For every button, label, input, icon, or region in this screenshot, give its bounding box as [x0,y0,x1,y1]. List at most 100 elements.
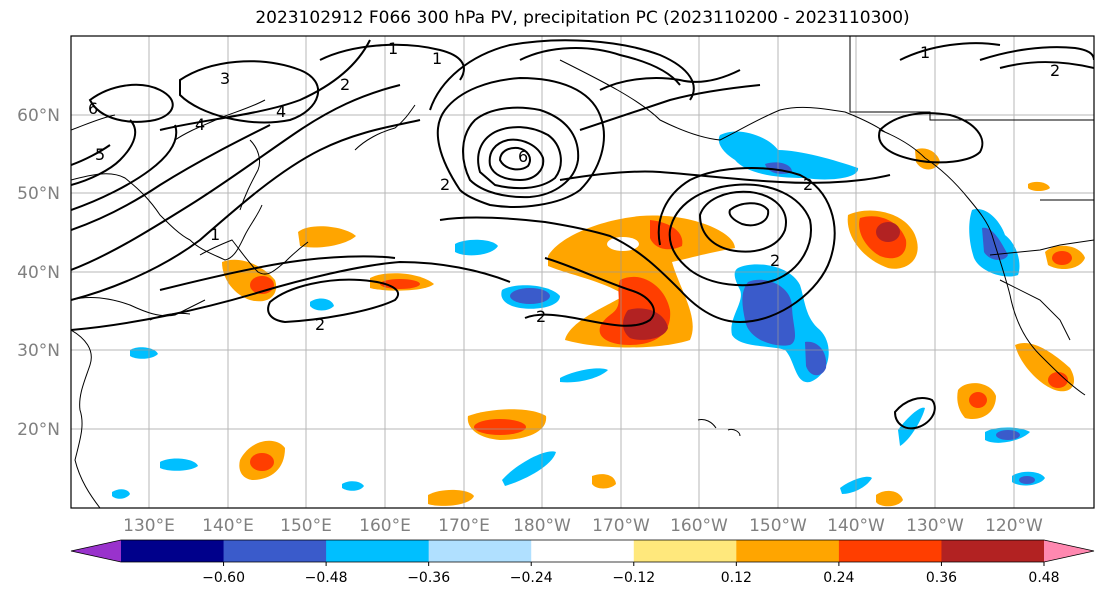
pv-contour-line [71,124,271,231]
precip-negative-area [898,407,925,446]
lat-label: 50°N [17,184,60,204]
pv-contour-line [71,119,137,186]
colorbar-tick-label: −0.48 [305,570,348,586]
pv-contour-line [559,170,891,184]
precip-positive-area [1052,251,1072,265]
pv-contour-line [599,69,741,91]
contour-label: 2 [340,75,350,94]
colorbar-segment [223,540,327,562]
precip-negative-area [502,451,556,486]
pv-contour-line [728,202,770,227]
pv-contour-line [159,39,371,131]
pv-contour-line [71,124,178,211]
pv-contour-line [88,83,174,123]
lon-label: 140°W [827,516,885,536]
colorbar-tick-label: 0.12 [721,570,752,586]
map-frame [70,35,1095,509]
colorbar-segment [326,540,430,562]
colorbar-segment [736,540,840,562]
pv-contour-line [498,146,531,171]
pv-contour-line [893,397,936,430]
precip-positive-area [428,489,474,506]
contour-label: 1 [920,43,930,62]
pv-contour-line [267,278,399,324]
pv-contour-line [477,126,562,190]
contour-labels: 6 5 4 3 2 1 4 2 6 2 2 2 1 2 2 1 1 [88,39,1060,334]
precip-positive-area [876,222,900,242]
lon-label: 170°W [592,516,650,536]
precip-positive-area [1048,372,1068,388]
colorbar-segment [1044,540,1094,562]
precip-negative-area [742,279,796,346]
map-title: 2023102912 F066 300 hPa PV, precipitatio… [255,8,910,28]
precip-negative-area [160,458,198,471]
lon-label: 170°E [438,516,490,536]
contour-label: 2 [770,251,780,270]
precip-positive-area [592,474,616,489]
contour-label: 4 [276,102,286,121]
precip-positive-area [298,226,356,248]
precip-positive-area [474,419,526,435]
pv-contour-line [488,138,545,182]
colorbar-tick-label: 0.36 [926,570,957,586]
pv-contour-line [878,112,984,164]
pv-contour-line [899,42,1001,61]
pv-contour-line [71,260,511,331]
precip-negative-area [996,430,1020,440]
colorbar-tick-label: −0.12 [612,570,655,586]
colorbar-segment [838,540,942,562]
colorbar-segment [531,540,635,562]
contour-label: 4 [195,115,205,134]
pv-contour-line [979,46,1094,61]
lat-label: 30°N [17,341,60,361]
pv-contour-line [698,190,787,253]
contour-label: 3 [220,69,230,88]
colorbar-outline [70,539,1095,563]
colorbar-segment [633,540,737,562]
contour-label: 2 [440,175,450,194]
precip-negative-area [455,239,498,256]
pv-contour-line [429,39,695,111]
precip-positive-area [969,392,987,408]
colorbar-segments [70,539,1095,563]
coastlines [71,36,1094,508]
precipitation-shading [112,131,1085,507]
colorbar-tick-label: −0.60 [202,570,245,586]
colorbar-tick-label: −0.24 [510,570,553,586]
lat-label: 40°N [17,263,60,283]
contour-label: 6 [88,99,98,118]
precip-negative-area [310,298,334,311]
pv-contour-line [668,183,812,287]
precip-positive-area [623,308,668,340]
lon-label: 140°E [202,516,254,536]
contour-label: 5 [95,145,105,164]
pv-contour-line [436,76,605,208]
lon-label: 130°W [906,516,964,536]
lon-label: 120°W [985,516,1043,536]
lon-label: 130°E [123,516,175,536]
pv-contour-line [519,47,681,86]
contour-label: 1 [388,39,398,58]
pv-contour-line [524,257,655,327]
contour-label: 6 [518,147,528,166]
colorbar-tick-label: 0.48 [1028,570,1059,586]
precip-negative-area [112,489,130,499]
colorbar-ticks: −0.60 −0.48 −0.36 −0.24 −0.12 0.12 0.24 0.36 0.4… [202,562,1060,586]
colorbar-tick-label: 0.24 [823,570,854,586]
colorbar-segment [121,540,225,562]
colorbar: −0.60 −0.48 −0.36 −0.24 −0.12 0.12 0.24 0.36 0.4… [70,539,1095,586]
precip-negative-area [510,288,550,304]
contour-label: 2 [315,315,325,334]
precip-negative-area [560,368,608,383]
lon-label: 180°W [513,516,571,536]
precip-negative-area [342,481,364,491]
precip-negative-area [1019,476,1035,484]
pv-contour-line [159,255,396,291]
contour-label: 1 [432,49,442,68]
pv-contour-line [71,84,401,271]
lon-label: 160°W [670,516,728,536]
colorbar-segment [428,540,532,562]
lon-label: 150°E [280,516,332,536]
pv-contour-line [71,144,111,166]
precip-positive-area [250,453,274,471]
